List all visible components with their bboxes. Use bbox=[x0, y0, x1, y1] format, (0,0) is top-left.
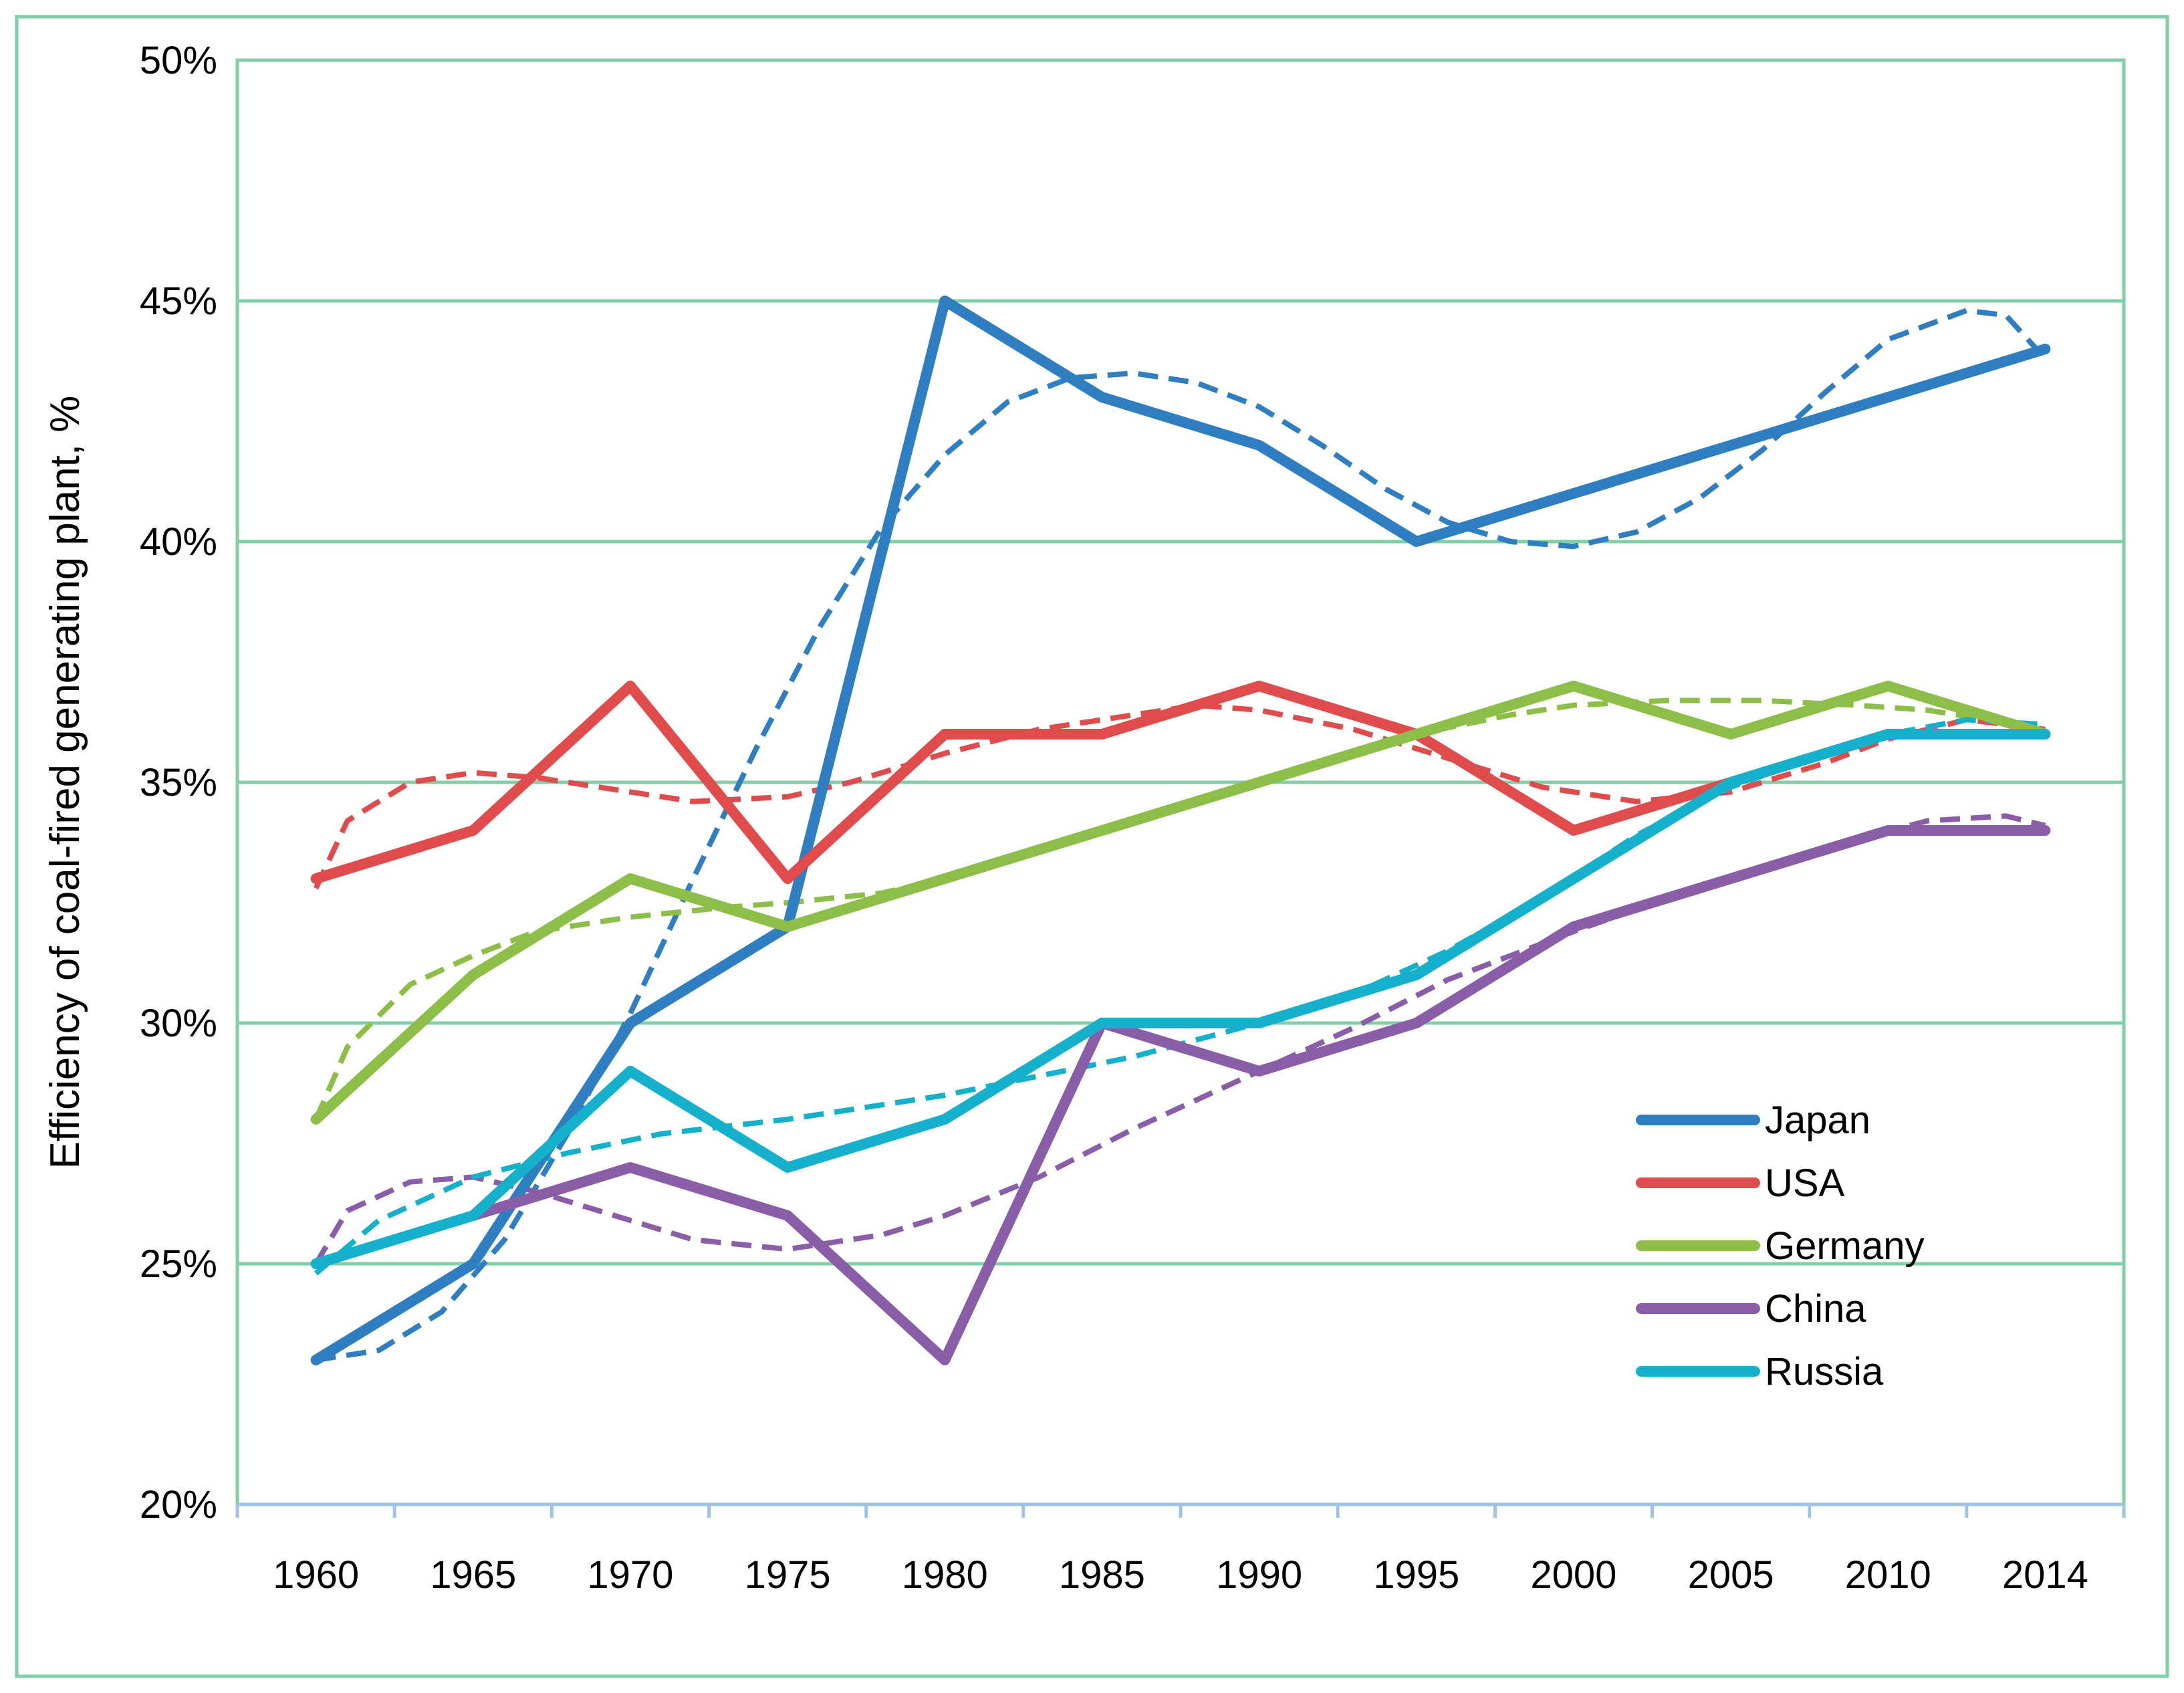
y-tick-label: 40% bbox=[140, 520, 217, 564]
legend: Japan USA Germany China Russia bbox=[1636, 1099, 1925, 1393]
x-tick-label: 2010 bbox=[1845, 1553, 1931, 1597]
x-tick-label: 1985 bbox=[1059, 1553, 1145, 1597]
germany-trend-line bbox=[313, 697, 2046, 1121]
y-tick-labels: 20% 25% 30% 35% 40% 45% 50% bbox=[140, 39, 217, 1527]
x-tick-labels: 1960 1965 1970 1975 1980 1985 1990 1995 2000 2005… bbox=[273, 1553, 2088, 1597]
y-tick-label: 30% bbox=[140, 1002, 217, 1045]
x-tick-label: 2000 bbox=[1530, 1553, 1616, 1597]
series-russia-line bbox=[310, 729, 2051, 1269]
y-tick-label: 25% bbox=[140, 1242, 217, 1286]
x-tick-label: 2014 bbox=[2002, 1553, 2088, 1597]
y-axis-label: Efficiency of coal-fired generating plan… bbox=[42, 396, 88, 1169]
series-china-line bbox=[467, 825, 2051, 1365]
x-tick-label: 1975 bbox=[745, 1553, 831, 1597]
series-germany-line bbox=[310, 681, 2051, 1125]
legend-label-germany: Germany bbox=[1765, 1224, 1925, 1268]
x-tick-label: 1995 bbox=[1373, 1553, 1459, 1597]
y-tick-label: 35% bbox=[140, 761, 217, 804]
legend-label-china: China bbox=[1765, 1287, 1866, 1331]
x-tick-label: 1960 bbox=[273, 1553, 359, 1597]
usa-trend-line bbox=[313, 702, 2046, 890]
legend-label-japan: Japan bbox=[1765, 1099, 1870, 1142]
data-series bbox=[310, 296, 2051, 1365]
x-tick-label: 1970 bbox=[587, 1553, 673, 1597]
x-tick-label: 2005 bbox=[1688, 1553, 1774, 1597]
y-tick-label: 45% bbox=[140, 279, 217, 323]
series-japan-line bbox=[310, 296, 2051, 1365]
x-tick-label: 1980 bbox=[902, 1553, 988, 1597]
legend-label-usa: USA bbox=[1765, 1161, 1845, 1205]
x-tick-label: 1990 bbox=[1216, 1553, 1302, 1597]
x-tick-label: 1965 bbox=[430, 1553, 516, 1597]
y-tick-label: 50% bbox=[140, 39, 217, 82]
x-axis bbox=[235, 1502, 2126, 1518]
legend-label-russia: Russia bbox=[1765, 1350, 1884, 1393]
y-tick-label: 20% bbox=[140, 1483, 217, 1527]
chart-frame bbox=[15, 15, 2169, 1678]
